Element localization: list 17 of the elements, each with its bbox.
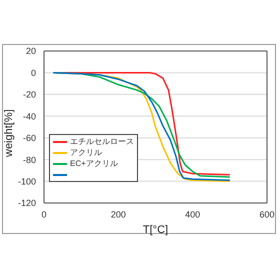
legend-label: アクリル: [70, 147, 102, 158]
x-axis-title: T[°C]: [142, 224, 168, 236]
y-tick-label: 20: [26, 46, 36, 56]
legend-label: エチルセルロース: [70, 136, 134, 147]
x-tick-label: 600: [259, 209, 275, 220]
x-tick-label: 400: [185, 209, 200, 220]
y-tick-label: -60: [22, 133, 36, 144]
y-tick-label: -20: [22, 90, 36, 100]
y-tick-label: -80: [22, 154, 36, 165]
y-tick-label: -40: [22, 111, 36, 122]
legend-label: EC+アクリル: [70, 158, 118, 169]
y-axis-title: weight[%]: [2, 109, 15, 158]
y-tick-label: 0: [30, 68, 36, 78]
y-tick-label: -100: [18, 176, 36, 186]
y-tick-label: -120: [18, 198, 36, 208]
x-tick-label: 200: [110, 209, 126, 220]
x-tick-label: 0: [41, 209, 47, 220]
